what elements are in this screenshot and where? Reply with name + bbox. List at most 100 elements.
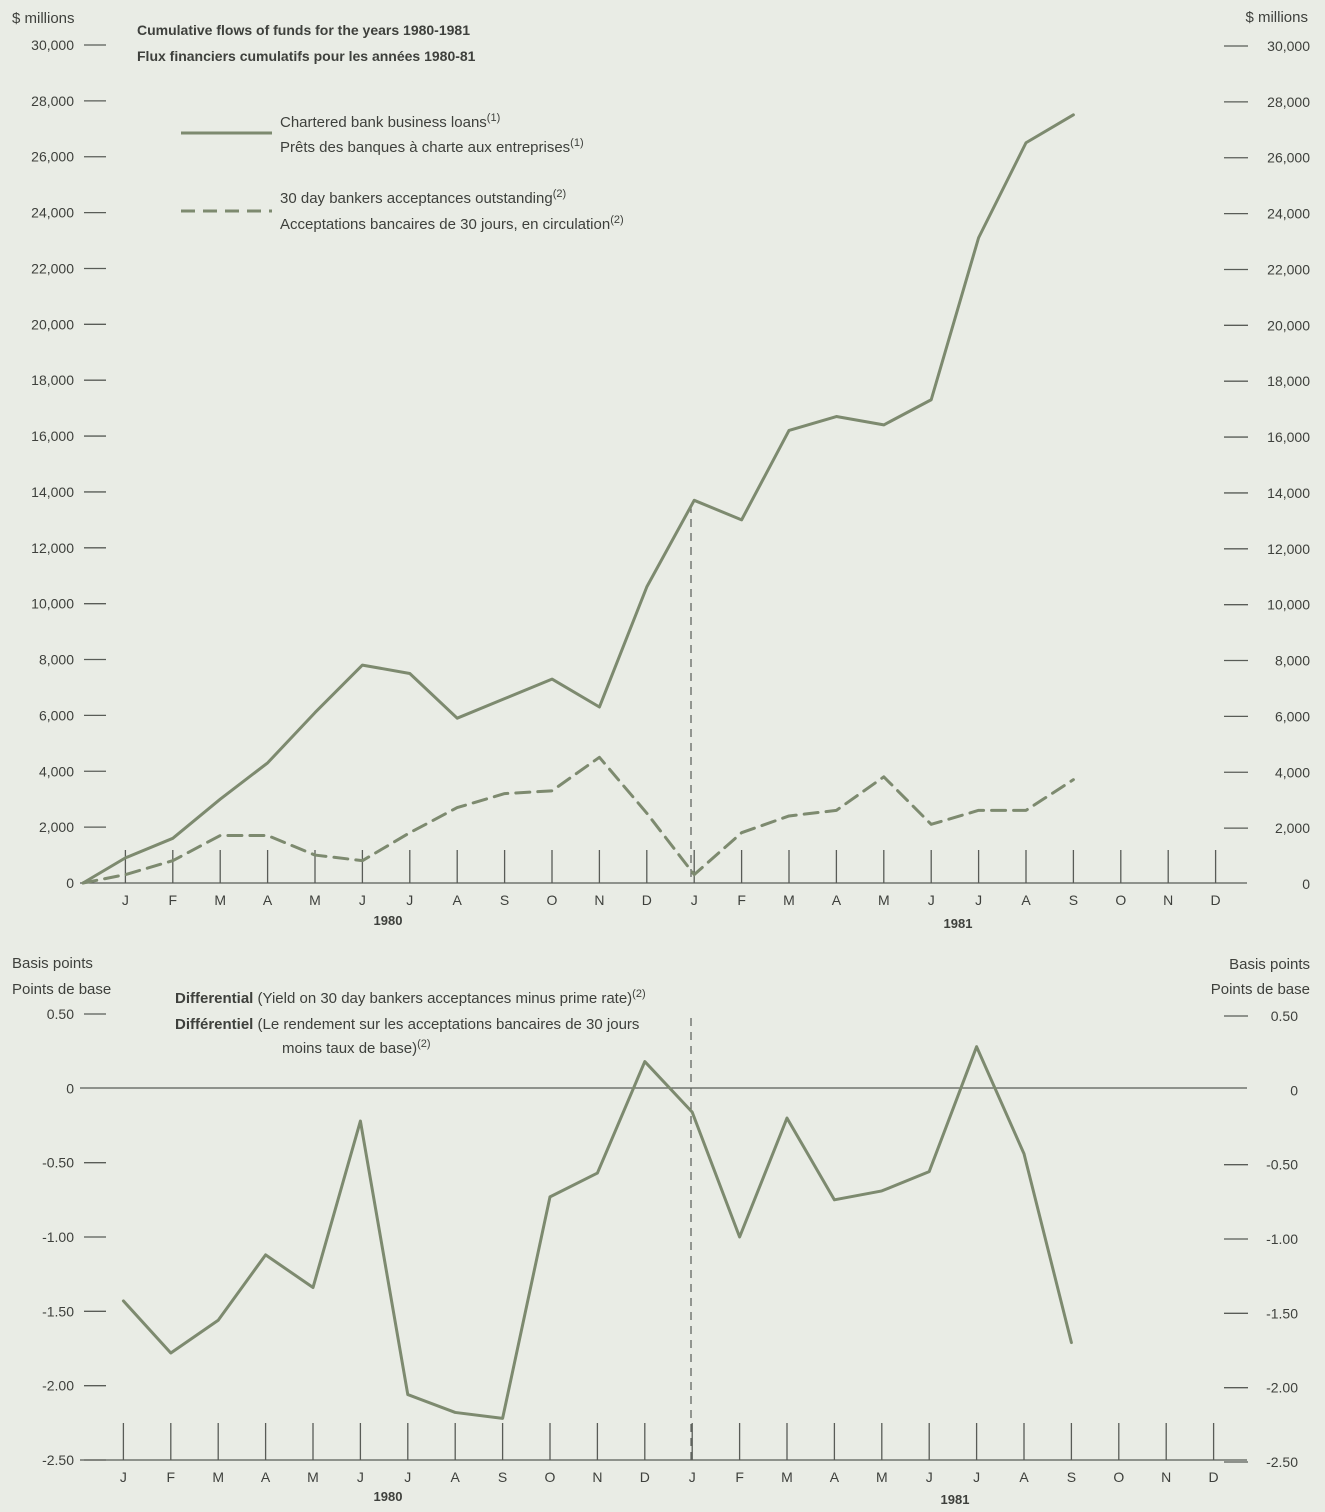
bottom-ytick-label-left: 0.50	[47, 1006, 74, 1022]
bottom-series-group	[121, 1045, 1073, 1420]
series-line-bankers-acceptances	[81, 755, 1075, 885]
top-xtick-label: S	[1069, 892, 1078, 908]
top-ytick-label-left: 22,000	[31, 260, 74, 276]
differential-title: Differential (Yield on 30 day bankers ac…	[175, 988, 646, 1007]
bottom-xtick-label: S	[1067, 1469, 1076, 1485]
bottom-xtick-label: D	[640, 1469, 650, 1485]
top-xtick-label: N	[1163, 892, 1173, 908]
top-ytick-label-left: 0	[66, 875, 74, 891]
top-ytick-label-left: 20,000	[31, 316, 74, 332]
top-ytick-label-left: 30,000	[31, 37, 74, 53]
bottom-ytick-label-left: -1.50	[42, 1303, 74, 1319]
top-ytick-label-right: 18,000	[1267, 373, 1310, 389]
bottom-year-label-1981: 1981	[941, 1492, 970, 1507]
top-chart: $ millions $ millions Cumulative flows o…	[12, 9, 1310, 931]
differential-title-fr: Différentiel (Le rendement sur les accep…	[175, 1016, 639, 1033]
top-ytick-label-right: 24,000	[1267, 206, 1310, 222]
bottom-xtick-label: N	[1161, 1469, 1171, 1485]
top-xtick-label: J	[691, 892, 698, 908]
top-ylabel-right: $ millions	[1245, 9, 1308, 26]
top-ytick-label-right: 0	[1302, 876, 1310, 892]
top-xtick-label: F	[737, 892, 746, 908]
top-chart-legend: Chartered bank business loans(1) Prêts d…	[181, 112, 624, 233]
bottom-xtick-label: A	[451, 1469, 461, 1485]
bottom-ytick-label-right: 0	[1290, 1082, 1298, 1098]
legend-label-bankers-acceptances-fr: Acceptations bancaires de 30 jours, en c…	[280, 214, 624, 233]
bottom-ytick-label-left: -0.50	[42, 1155, 74, 1171]
bottom-xtick-label: J	[404, 1469, 411, 1485]
top-ytick-label-right: 4,000	[1275, 764, 1310, 780]
bottom-ytick-label-left: -1.00	[42, 1229, 74, 1245]
bottom-xtick-label: M	[781, 1469, 793, 1485]
bottom-xtick-label: J	[357, 1469, 364, 1485]
bottom-xtick-label: F	[735, 1469, 744, 1485]
top-ytick-label-right: 28,000	[1267, 94, 1310, 110]
bottom-y-axis-right: 0.50 0 -0.50 -1.00 -1.50 -2.00 -2.50	[1224, 1008, 1298, 1470]
top-ytick-label-left: 26,000	[31, 149, 74, 165]
top-xtick-label: O	[1115, 892, 1126, 908]
top-xtick-label: S	[500, 892, 509, 908]
top-ytick-label-left: 16,000	[31, 428, 74, 444]
top-xtick-label: J	[928, 892, 935, 908]
bottom-xtick-label: M	[876, 1469, 888, 1485]
bottom-xtick-label: J	[120, 1469, 127, 1485]
bottom-xtick-label: M	[307, 1469, 319, 1485]
top-ytick-label-right: 30,000	[1267, 38, 1310, 54]
top-xtick-label: A	[263, 892, 273, 908]
legend-label-business-loans: Chartered bank business loans(1)	[280, 112, 500, 131]
top-ytick-label-right: 16,000	[1267, 429, 1310, 445]
differential-title-fr-line2: moins taux de base)(2)	[282, 1038, 431, 1057]
bottom-ytick-label-right: -1.50	[1266, 1305, 1298, 1321]
bottom-ytick-label-left: -2.50	[42, 1452, 74, 1468]
top-y-axis-left: 30,000 28,000 26,000 24,000 22,000 20,000 18,0…	[31, 37, 106, 891]
series-line-differential	[121, 1045, 1073, 1420]
bottom-ylabel-left-fr: Points de base	[12, 981, 111, 998]
top-xtick-label: N	[594, 892, 604, 908]
top-xtick-label: A	[1021, 892, 1031, 908]
bottom-year-label-1980: 1980	[374, 1489, 403, 1504]
top-ytick-label-left: 14,000	[31, 484, 74, 500]
bottom-xtick-label: M	[212, 1469, 224, 1485]
top-ytick-label-right: 20,000	[1267, 317, 1310, 333]
bottom-xtick-label: A	[261, 1469, 271, 1485]
top-y-axis-right: 30,000 28,000 26,000 24,000 22,000 20,000 18,0…	[1224, 38, 1310, 892]
top-year-label-1980: 1980	[374, 913, 403, 928]
bottom-ylabel-left: Basis points	[12, 955, 93, 972]
top-xtick-label: M	[878, 892, 890, 908]
bottom-xtick-label: J	[689, 1469, 696, 1485]
top-xtick-label: J	[975, 892, 982, 908]
bottom-ytick-label-left: 0	[66, 1080, 74, 1096]
top-ytick-label-right: 8,000	[1275, 653, 1310, 669]
bottom-xtick-label: J	[973, 1469, 980, 1485]
bottom-ylabel-right-fr: Points de base	[1211, 981, 1310, 998]
top-xtick-label: J	[406, 892, 413, 908]
top-ytick-label-right: 10,000	[1267, 597, 1310, 613]
bottom-ytick-label-right: -0.50	[1266, 1157, 1298, 1173]
top-xtick-label: D	[642, 892, 652, 908]
bottom-ylabel-right: Basis points	[1229, 956, 1310, 973]
legend-label-bankers-acceptances: 30 day bankers acceptances outstanding(2…	[280, 188, 566, 207]
top-ytick-label-left: 10,000	[31, 596, 74, 612]
bottom-chart: Basis points Points de base Basis points…	[12, 955, 1310, 1507]
bottom-ytick-label-right: -2.50	[1266, 1454, 1298, 1470]
top-ytick-label-left: 12,000	[31, 540, 74, 556]
top-ytick-label-left: 18,000	[31, 372, 74, 388]
legend-label-business-loans-fr: Prêts des banques à charte aux entrepris…	[280, 137, 584, 156]
top-xtick-label: F	[169, 892, 178, 908]
bottom-ytick-label-right: -2.00	[1266, 1380, 1298, 1396]
top-ytick-label-right: 2,000	[1275, 820, 1310, 836]
top-ytick-label-left: 4,000	[39, 763, 74, 779]
top-xtick-label: A	[832, 892, 842, 908]
bottom-xtick-label: A	[830, 1469, 840, 1485]
top-chart-title: Cumulative flows of funds for the years …	[137, 22, 470, 38]
top-ytick-label-left: 6,000	[39, 707, 74, 723]
top-chart-subtitle: Flux financiers cumulatifs pour les anné…	[137, 48, 476, 64]
top-ytick-label-right: 12,000	[1267, 541, 1310, 557]
bottom-ytick-label-right: 0.50	[1271, 1008, 1298, 1024]
top-xtick-label: A	[453, 892, 463, 908]
bottom-xtick-label: D	[1209, 1469, 1219, 1485]
top-ytick-label-right: 22,000	[1267, 261, 1310, 277]
